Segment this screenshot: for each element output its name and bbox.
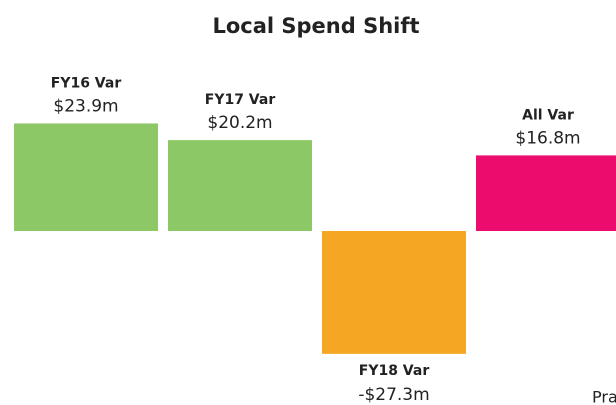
bar bbox=[476, 155, 616, 231]
chart-title: Local Spend Shift bbox=[212, 14, 419, 38]
annotation: Pra bbox=[592, 388, 616, 405]
category-label: FY18 Var bbox=[359, 363, 430, 379]
bar bbox=[168, 140, 312, 231]
value-label: -$27.3m bbox=[358, 385, 429, 405]
category-label: FY16 Var bbox=[51, 75, 122, 91]
bar bbox=[14, 123, 158, 231]
value-label: $16.8m bbox=[515, 128, 580, 148]
value-label: $23.9m bbox=[53, 96, 118, 116]
bar bbox=[322, 231, 466, 354]
category-label: All Var bbox=[522, 107, 574, 123]
value-label: $20.2m bbox=[207, 113, 272, 133]
category-label: FY17 Var bbox=[205, 92, 276, 108]
